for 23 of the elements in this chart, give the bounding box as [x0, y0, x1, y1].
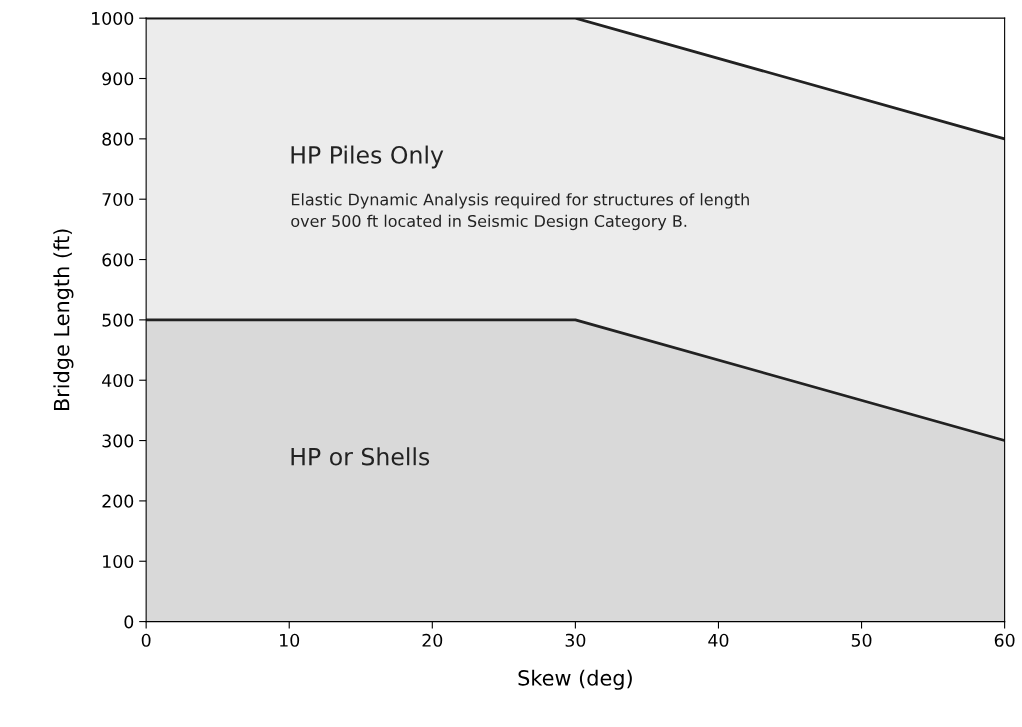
series-label: HP or Shells — [291, 447, 430, 466]
x-tick-label: 50 — [851, 633, 872, 647]
y-tick-label: 200 — [102, 494, 134, 508]
y-tick-label: 0 — [124, 615, 134, 629]
y-tick-label: 1000 — [92, 11, 134, 26]
y-tick-label: 100 — [103, 554, 134, 569]
y-tick-label: 500 — [102, 313, 134, 327]
y-tick-label: 600 — [102, 253, 134, 267]
y-tick-label: 400 — [102, 373, 134, 388]
series-label: HP Piles Only — [291, 145, 444, 169]
x-tick-label: 20 — [422, 633, 443, 647]
x-tick-label: 0 — [141, 633, 151, 647]
y-tick-label: 700 — [102, 192, 134, 207]
x-tick-label: 40 — [708, 633, 729, 647]
x-axis-title: Skew (deg) — [518, 669, 632, 690]
y-tick-label: 300 — [102, 434, 134, 448]
y-axis-title: Bridge Length (ft) — [53, 229, 74, 411]
x-tick-label: 30 — [565, 633, 586, 647]
y-tick-label: 800 — [102, 132, 134, 146]
y-tick-label: 900 — [102, 72, 134, 86]
x-tick-label: 10 — [280, 633, 300, 647]
x-tick-label: 60 — [994, 633, 1015, 647]
annotation: Elastic Dynamic Analysis required for structures of length over 500 ft located in Seismic Design Category B. — [291, 193, 749, 231]
